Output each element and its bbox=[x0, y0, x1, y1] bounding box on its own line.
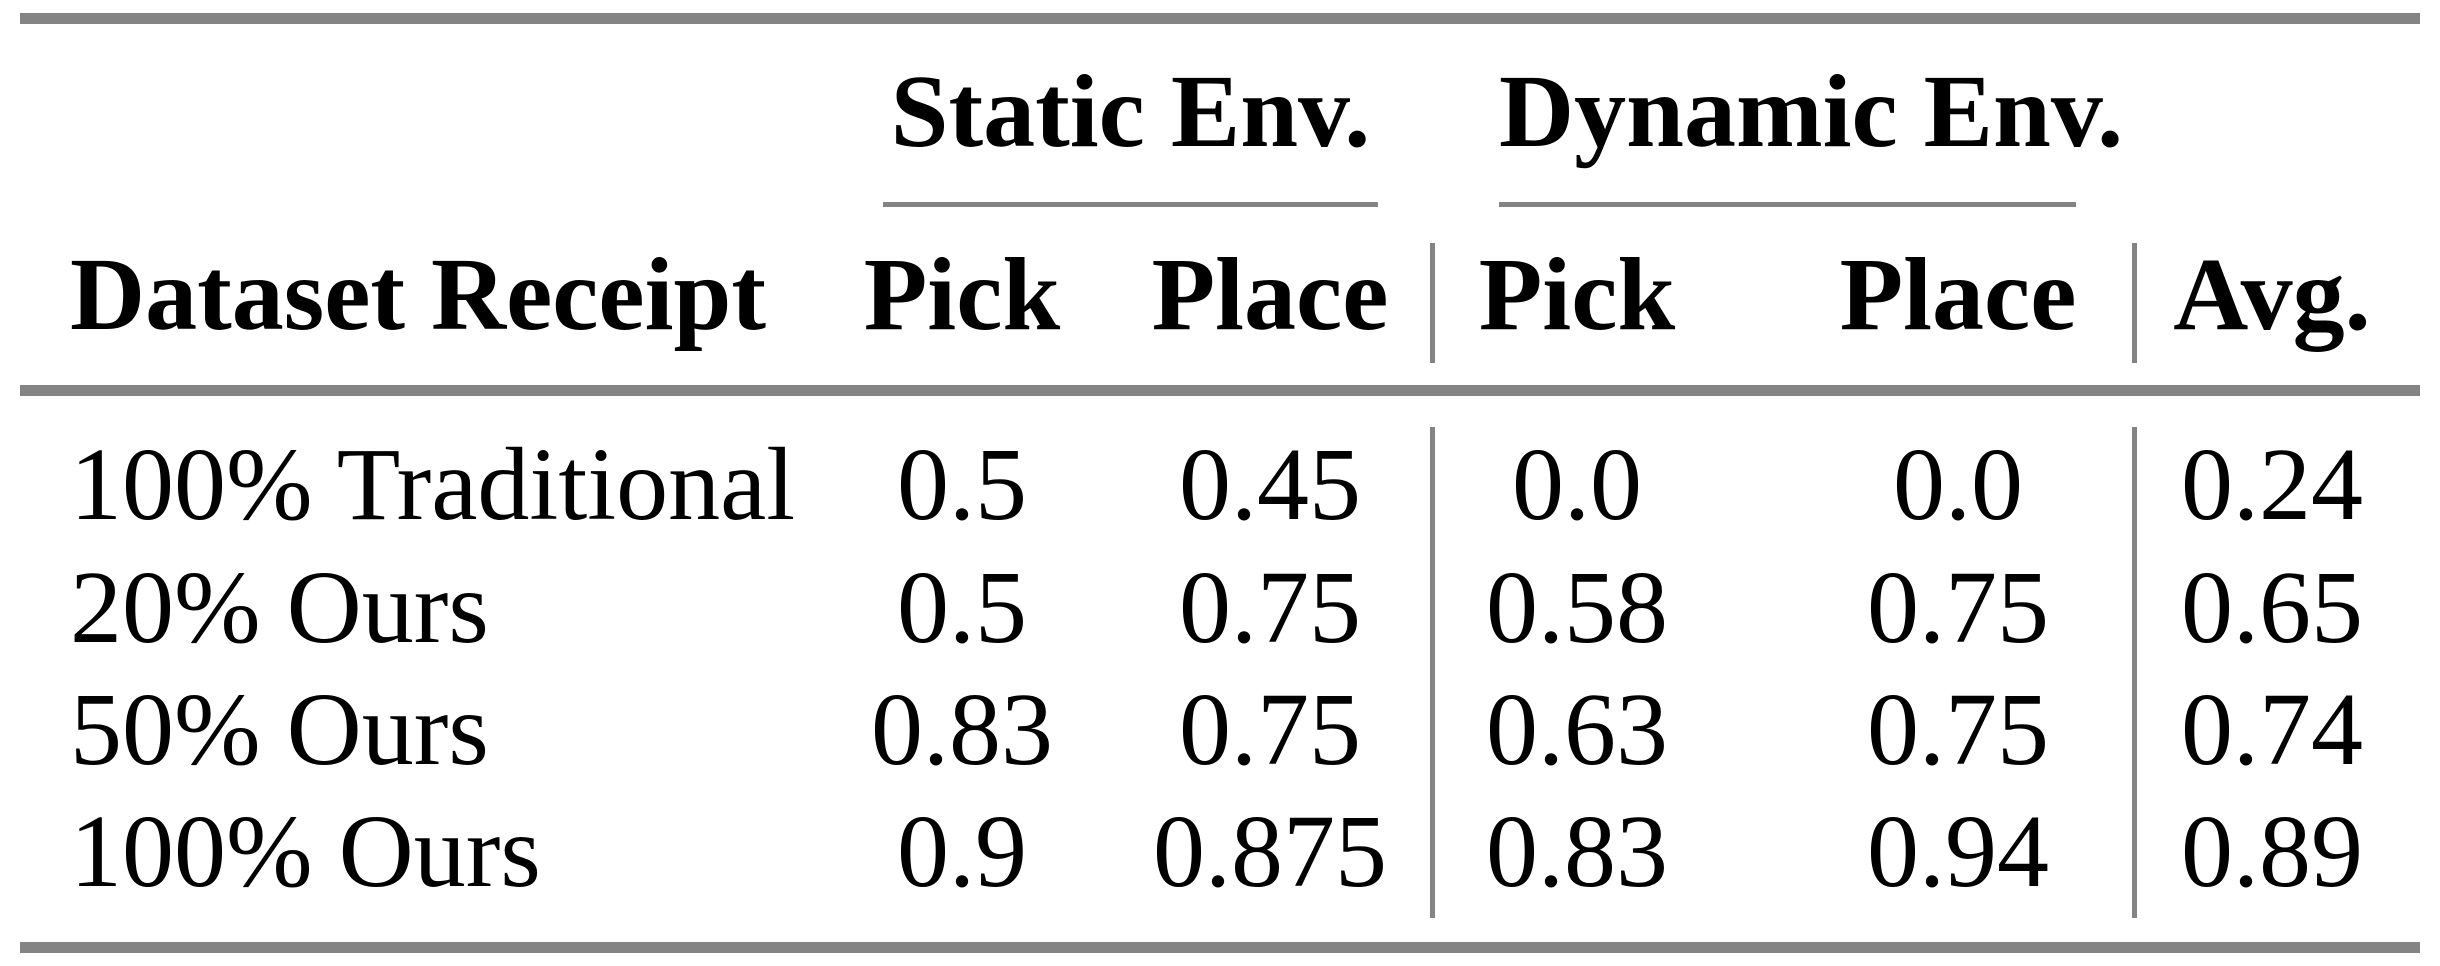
row-label: 100% Traditional bbox=[70, 427, 796, 542]
header-midrule bbox=[20, 385, 2420, 396]
table-cell: 0.58 bbox=[1486, 550, 1668, 665]
col-group-static-label: Static Env. bbox=[890, 54, 1371, 169]
table-cell: 0.9 bbox=[897, 794, 1027, 909]
row-label: 20% Ours bbox=[70, 550, 489, 665]
table-cell: 0.63 bbox=[1486, 672, 1668, 787]
column-header-dataset-receipt: Dataset Receipt bbox=[70, 237, 766, 352]
table-cell: 0.74 bbox=[2181, 672, 2363, 787]
col-group-dynamic-label: Dynamic Env. bbox=[1499, 54, 2124, 169]
bottom-rule bbox=[20, 942, 2420, 953]
vertical-rule-static-dynamic-body bbox=[1430, 427, 1435, 918]
table-cell: 0.89 bbox=[2181, 794, 2363, 909]
top-rule bbox=[20, 13, 2420, 24]
table-cell: 0.75 bbox=[1867, 550, 2049, 665]
static-group-underline bbox=[883, 202, 1378, 207]
vertical-rule-avg-header bbox=[2132, 243, 2137, 363]
table-cell: 0.0 bbox=[1893, 427, 2023, 542]
column-header-static-place: Place bbox=[1151, 237, 1389, 352]
table-cell: 0.83 bbox=[871, 672, 1053, 787]
table-cell: 0.24 bbox=[2181, 427, 2363, 542]
table-cell: 0.5 bbox=[897, 427, 1027, 542]
table-cell: 0.65 bbox=[2181, 550, 2363, 665]
table-cell: 0.75 bbox=[1179, 550, 1361, 665]
table-cell: 0.94 bbox=[1867, 794, 2049, 909]
column-header-dynamic-pick: Pick bbox=[1478, 237, 1676, 352]
table-cell: 0.5 bbox=[897, 550, 1027, 665]
table-cell: 0.875 bbox=[1153, 794, 1387, 909]
column-header-avg: Avg. bbox=[2173, 237, 2371, 352]
vertical-rule-static-dynamic-header bbox=[1430, 243, 1435, 363]
table-cell: 0.75 bbox=[1179, 672, 1361, 787]
table-cell: 0.0 bbox=[1512, 427, 1642, 542]
column-header-static-pick: Pick bbox=[863, 237, 1061, 352]
vertical-rule-avg-body bbox=[2132, 427, 2137, 918]
table-cell: 0.75 bbox=[1867, 672, 2049, 787]
row-label: 50% Ours bbox=[70, 672, 489, 787]
column-header-dynamic-place: Place bbox=[1839, 237, 2077, 352]
table-cell: 0.83 bbox=[1486, 794, 1668, 909]
dynamic-group-underline bbox=[1499, 202, 2076, 207]
row-label: 100% Ours bbox=[70, 794, 541, 909]
table-cell: 0.45 bbox=[1179, 427, 1361, 542]
